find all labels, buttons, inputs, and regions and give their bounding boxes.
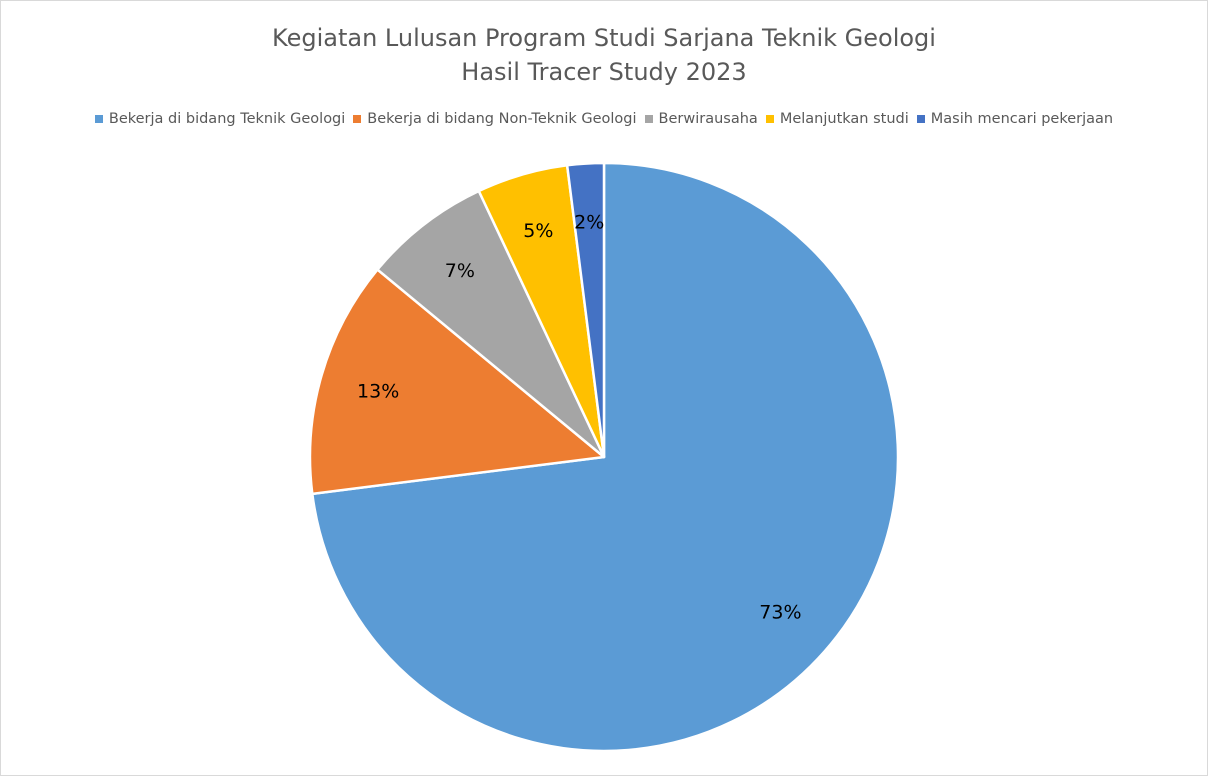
data-label-melanjutkan-studi: 5% (523, 220, 553, 242)
legend-swatch (765, 115, 774, 123)
data-label-masih-mencari-pekerjaan: 2% (574, 211, 604, 233)
slice-masih-mencari-pekerjaan (565, 161, 606, 459)
legend-label: Berwirausaha (658, 111, 758, 127)
slice-berwirausaha (376, 189, 606, 459)
legend-item-bekerja-teknik-geologi: Bekerja di bidang Teknik Geologi (94, 111, 346, 127)
legend-item-bekerja-non-teknik-geologi: Bekerja di bidang Non-Teknik Geologi (353, 111, 637, 127)
data-label-berwirausaha: 7% (445, 260, 475, 282)
legend-swatch (353, 115, 362, 123)
legend-swatch (644, 115, 653, 123)
chart-title: Kegiatan Lulusan Program Studi Sarjana T… (272, 24, 936, 52)
data-label-bekerja-non-teknik-geologi: 13% (357, 380, 399, 402)
legend-swatch (94, 115, 103, 123)
legend-item-masih-mencari-pekerjaan: Masih mencari pekerjaan (916, 111, 1114, 127)
legend-label: Bekerja di bidang Teknik Geologi (108, 111, 346, 127)
legend-item-berwirausaha: Berwirausaha (644, 111, 758, 127)
chart-subtitle: Hasil Tracer Study 2023 (461, 58, 747, 86)
slice-bekerja-non-teknik-geologi (308, 268, 606, 496)
legend-item-melanjutkan-studi: Melanjutkan studi (765, 111, 909, 127)
legend-label: Bekerja di bidang Non-Teknik Geologi (367, 111, 637, 127)
legend-swatch (916, 115, 925, 123)
legend-label: Melanjutkan studi (779, 111, 909, 127)
legend: Bekerja di bidang Teknik Geologi Bekerja… (0, 111, 1208, 127)
legend-label: Masih mencari pekerjaan (930, 111, 1114, 127)
data-label-bekerja-teknik-geologi: 73% (759, 602, 801, 624)
